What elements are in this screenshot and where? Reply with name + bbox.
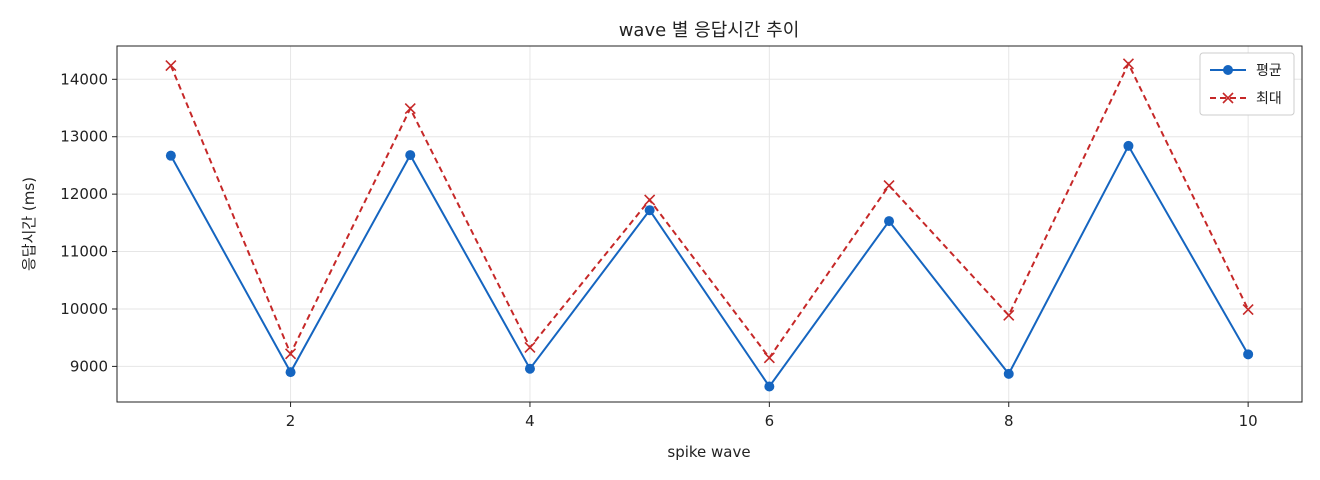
data-point: [644, 205, 655, 216]
y-tick-label: 11000: [60, 243, 108, 261]
x-tick-label: 8: [1004, 412, 1014, 430]
data-point: [644, 194, 656, 206]
data-point: [1003, 309, 1015, 321]
data-point: [165, 59, 177, 72]
data-point: [1243, 349, 1254, 360]
y-tick-label: 9000: [70, 357, 108, 375]
data-point: [883, 179, 895, 192]
data-point: [1122, 58, 1135, 70]
data-point: [1123, 140, 1134, 151]
data-point: [764, 381, 775, 392]
y-tick-label: 14000: [60, 70, 108, 88]
data-point: [405, 150, 416, 161]
data-point: [524, 363, 535, 374]
y-axis-ticks: 9000 10000 11000 12000 13000 14000: [60, 70, 117, 375]
data-point: [1242, 303, 1254, 316]
y-tick-label: 13000: [60, 128, 108, 146]
data-point: [1003, 368, 1014, 379]
y-tick-label: 10000: [60, 300, 108, 318]
legend-marker: [1223, 65, 1233, 75]
legend-marker: [1222, 92, 1234, 104]
series-line-1: [169, 143, 1250, 389]
series-line-2: [169, 61, 1250, 360]
data-point: [884, 216, 895, 227]
data-point: [285, 367, 296, 378]
legend-label: 평균: [1256, 63, 1282, 79]
x-tick-label: 2: [286, 412, 296, 430]
y-tick-label: 12000: [60, 185, 108, 203]
chart-title: wave 별 응답시간 추이: [619, 20, 800, 41]
x-tick-label: 10: [1239, 412, 1258, 430]
x-tick-label: 6: [765, 412, 775, 430]
y-axis-label: 응답시간 (ms): [20, 177, 38, 271]
x-axis-label: spike wave: [667, 443, 750, 461]
data-point: [284, 348, 297, 360]
series-group: [165, 58, 1254, 392]
x-tick-label: 4: [525, 412, 535, 430]
data-point: [404, 103, 416, 115]
x-axis-ticks: 2 4 6 8 10: [286, 402, 1258, 430]
data-point: [165, 150, 176, 161]
grid-lines: [117, 46, 1302, 402]
data-point: [524, 341, 536, 354]
plot-frame: [116, 45, 1303, 403]
legend-label: 최대: [1256, 91, 1282, 107]
data-point: [763, 352, 775, 364]
